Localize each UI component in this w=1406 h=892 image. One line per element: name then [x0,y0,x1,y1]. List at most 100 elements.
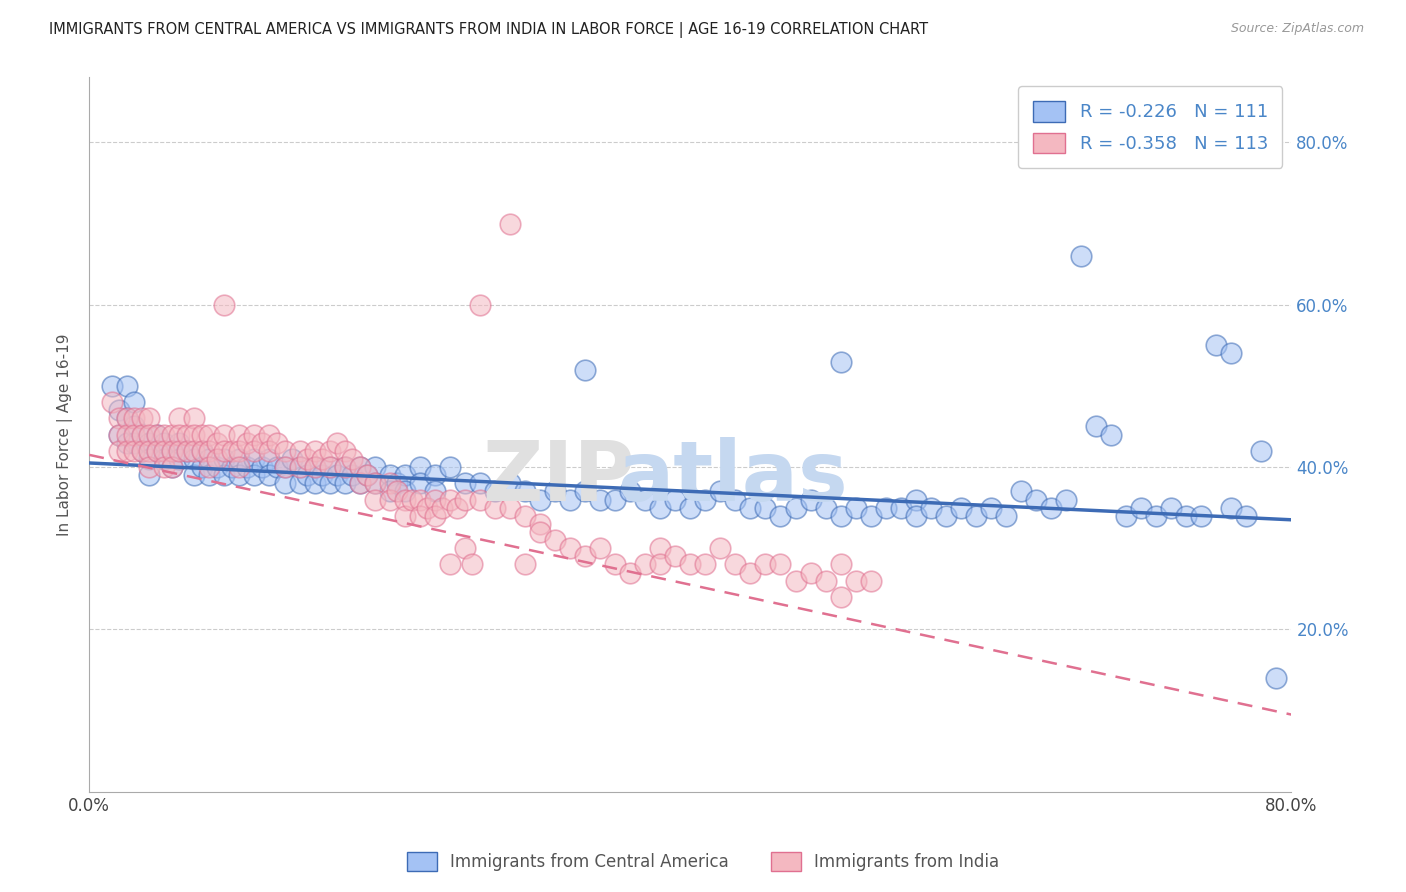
Point [769,508,792,523]
Point [153,427,176,442]
Point [138,427,160,442]
Point [513,508,536,523]
Point [845,500,868,515]
Point [664,549,686,564]
Point [1220,500,1243,515]
Point [349,476,371,491]
Point [295,468,318,483]
Point [1085,419,1108,434]
Point [198,468,221,483]
Point [318,460,340,475]
Point [619,566,641,580]
Point [266,435,288,450]
Point [273,443,295,458]
Point [679,558,702,572]
Point [454,541,477,556]
Point [100,395,122,409]
Point [605,558,627,572]
Point [169,435,191,450]
Point [695,492,717,507]
Point [191,443,214,458]
Point [529,524,551,539]
Point [191,427,214,442]
Point [160,460,183,475]
Point [138,411,160,425]
Point [295,451,318,466]
Point [364,476,387,491]
Point [364,476,387,491]
Point [423,492,446,507]
Point [378,476,401,491]
Point [409,476,432,491]
Point [115,411,138,425]
Point [724,492,747,507]
Point [205,435,228,450]
Point [949,500,972,515]
Point [311,468,333,483]
Point [754,558,776,572]
Point [378,492,401,507]
Point [695,558,717,572]
Point [250,435,273,450]
Point [236,460,259,475]
Point [340,468,363,483]
Point [409,460,432,475]
Point [311,451,333,466]
Point [1175,508,1198,523]
Point [288,443,311,458]
Point [214,427,236,442]
Point [394,484,416,499]
Point [259,427,281,442]
Point [160,427,183,442]
Point [1025,492,1047,507]
Point [484,484,506,499]
Point [146,443,169,458]
Point [634,558,657,572]
Point [153,460,176,475]
Point [183,427,205,442]
Point [1234,508,1257,523]
Point [468,492,491,507]
Point [664,492,686,507]
Point [439,558,461,572]
Point [709,541,731,556]
Point [115,443,138,458]
Point [243,443,266,458]
Point [461,558,484,572]
Point [468,476,491,491]
Point [356,468,378,483]
Point [709,484,731,499]
Point [266,460,288,475]
Point [409,508,432,523]
Point [799,492,821,507]
Point [875,500,897,515]
Point [364,460,387,475]
Point [198,460,221,475]
Point [176,443,198,458]
Point [146,427,169,442]
Point [108,403,131,417]
Point [108,411,131,425]
Point [574,362,596,376]
Point [513,558,536,572]
Point [724,558,747,572]
Point [830,558,852,572]
Point [650,541,672,556]
Point [318,443,340,458]
Point [122,427,145,442]
Point [122,419,145,434]
Point [904,492,927,507]
Point [228,443,250,458]
Point [814,574,837,588]
Point [288,476,311,491]
Point [1144,508,1167,523]
Point [205,451,228,466]
Point [198,427,221,442]
Point [454,476,477,491]
Point [619,484,641,499]
Text: IMMIGRANTS FROM CENTRAL AMERICA VS IMMIGRANTS FROM INDIA IN LABOR FORCE | AGE 16: IMMIGRANTS FROM CENTRAL AMERICA VS IMMIG… [49,22,928,38]
Point [243,451,266,466]
Point [273,476,295,491]
Point [228,468,250,483]
Point [589,492,612,507]
